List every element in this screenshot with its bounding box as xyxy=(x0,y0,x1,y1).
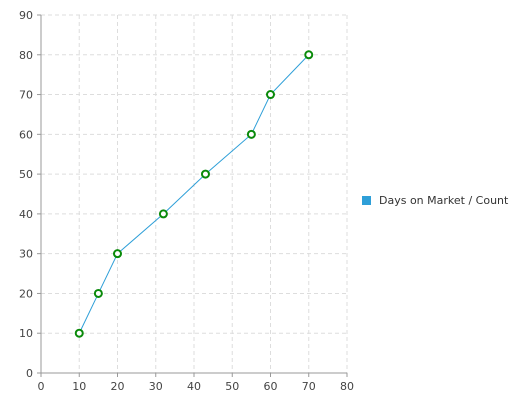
data-point[interactable] xyxy=(200,169,210,179)
y-tick-label: 80 xyxy=(19,49,33,62)
x-tick-label: 60 xyxy=(264,380,278,393)
x-tick-label: 80 xyxy=(340,380,354,393)
x-tick-label: 10 xyxy=(72,380,86,393)
series-line xyxy=(78,54,310,334)
x-tick-label: 70 xyxy=(302,380,316,393)
x-axis-ticks: 0 10 20 30 40 50 60 70 80 xyxy=(38,373,354,393)
data-point[interactable] xyxy=(246,129,256,139)
y-tick-label: 20 xyxy=(19,287,33,300)
data-point[interactable] xyxy=(93,288,103,298)
data-point[interactable] xyxy=(158,209,168,219)
x-tick-label: 0 xyxy=(38,380,45,393)
y-tick-label: 30 xyxy=(19,248,33,261)
data-point[interactable] xyxy=(74,328,84,338)
x-tick-label: 20 xyxy=(111,380,125,393)
y-tick-label: 40 xyxy=(19,208,33,221)
legend-label: Days on Market / Count xyxy=(379,194,509,207)
legend[interactable]: Days on Market / Count xyxy=(362,194,509,207)
data-point[interactable] xyxy=(113,249,122,259)
y-tick-label: 50 xyxy=(19,168,33,181)
y-tick-label: 10 xyxy=(19,327,33,340)
x-tick-label: 40 xyxy=(187,380,201,393)
y-tick-label: 90 xyxy=(19,9,33,22)
y-tick-label: 70 xyxy=(19,89,33,102)
y-tick-label: 0 xyxy=(26,367,33,380)
x-tick-label: 50 xyxy=(225,380,239,393)
x-tick-label: 30 xyxy=(149,380,163,393)
y-tick-label: 60 xyxy=(19,128,33,141)
grid-lines xyxy=(41,14,348,373)
y-axis-ticks: 0 10 20 30 40 50 60 70 80 90 xyxy=(19,9,41,380)
data-point[interactable] xyxy=(304,50,314,60)
series-group xyxy=(74,50,314,338)
legend-swatch xyxy=(362,196,371,205)
data-point[interactable] xyxy=(266,90,275,100)
